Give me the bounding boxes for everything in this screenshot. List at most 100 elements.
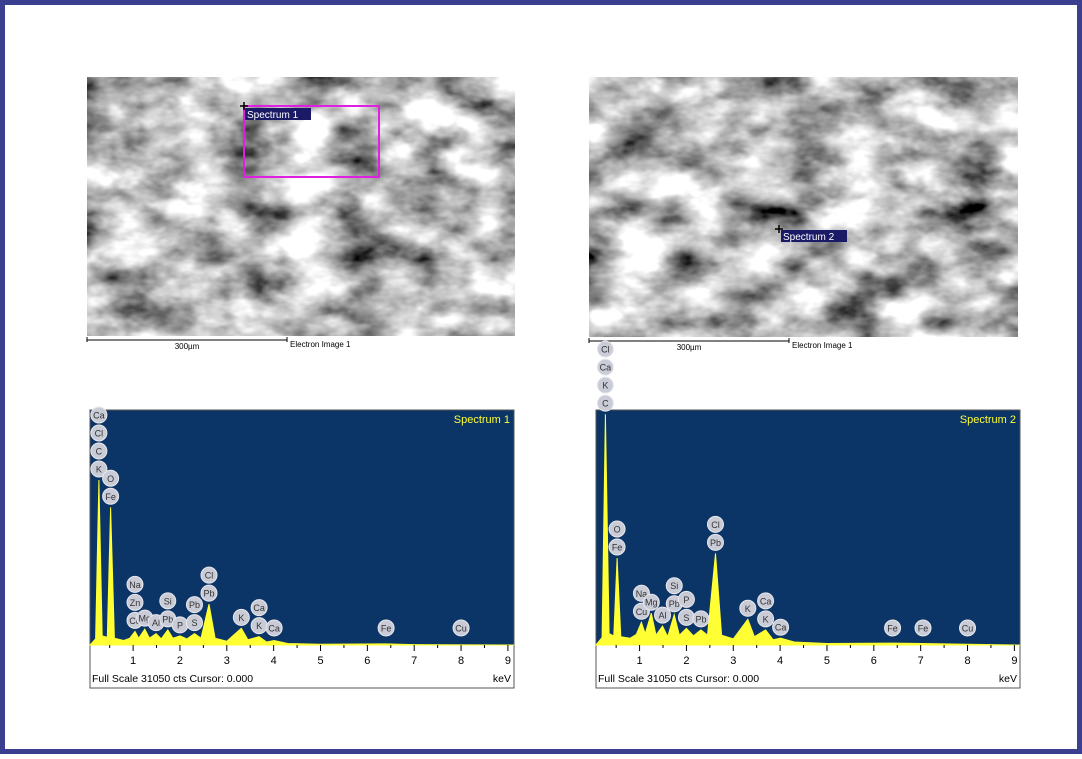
x-tick-label: 4 [777,655,783,667]
peak-label: P [683,595,689,605]
x-tick-label: 3 [730,655,736,667]
peak-label-bubble [959,619,977,637]
peak-label: Cu [129,616,141,626]
peak-label-bubble [739,599,757,617]
peak-label: C [602,399,609,409]
peak-label: Cl [601,345,610,355]
spectrum-line [594,414,1021,646]
x-axis-label: keV [999,673,1017,685]
peak-label-bubble [692,610,710,628]
peak-label-bubble [677,590,695,608]
peak-label-bubble [126,575,144,593]
peak-label-bubble [250,599,268,617]
peak-label-bubble [914,619,932,637]
peak-label: Na [636,589,648,599]
peak-label-bubble [757,610,775,628]
peak-label-bubble [596,376,614,394]
peak-label-bubble [126,593,144,611]
x-tick-label: 8 [458,655,464,667]
image-caption: Electron Image 1 [792,341,853,350]
marker-bg [781,230,847,242]
x-tick-label: 5 [824,655,830,667]
x-tick-label: 3 [224,655,230,667]
peak-label-bubble [608,538,626,556]
peak-label: Mg [139,614,152,624]
peak-label: Al [152,618,160,628]
peak-label: Ca [600,363,612,373]
peak-label-bubble [185,596,203,614]
peak-label: S [683,613,689,623]
peak-label-bubble [90,460,108,478]
peak-label-bubble [706,515,724,533]
peak-label-bubble [102,487,120,505]
peak-label-bubble [596,394,614,412]
plot-area [90,410,514,645]
footer: Full Scale 31050 cts Cursor: 0.000 [598,673,759,685]
peak-label: O [107,474,114,484]
peak-label: Ca [93,411,105,421]
peak-label: Fe [381,624,392,634]
scale-label: 300µm [175,342,200,351]
peak-label: Si [164,596,172,606]
peak-label: Pb [189,600,200,610]
peak-label-bubble [706,533,724,551]
peak-label: Cu [636,607,648,617]
peak-label: C [96,447,103,457]
peak-label-bubble [90,406,108,424]
peak-label-bubble [377,619,395,637]
peak-label: Cl [95,429,104,439]
peak-label: Ca [775,623,787,633]
peak-label-bubble [596,340,614,358]
spectrum-title: Spectrum 1 [454,414,510,426]
peak-label: S [191,618,197,628]
spectrum-title: Spectrum 2 [960,414,1016,426]
peak-label: Si [670,581,678,591]
x-tick-label: 8 [964,655,970,667]
peak-label: Fe [105,492,116,502]
peak-label: Fe [887,624,898,634]
peak-label-bubble [90,442,108,460]
x-axis-label: keV [493,673,511,685]
spectrum-line [88,479,515,646]
crosshair [240,102,248,110]
x-tick-label: 7 [411,655,417,667]
x-tick-label: 9 [505,655,511,667]
peak-label: K [745,604,751,614]
peak-label: Zn [130,598,141,608]
peak-label: Ca [760,596,772,606]
peak-label: O [614,524,621,534]
crosshair [775,225,783,233]
peak-label: Ca [253,603,265,613]
peak-label-bubble [185,614,203,632]
peak-label: P [177,620,183,630]
peak-label: Pb [669,599,680,609]
peak-label-bubble [665,577,683,595]
peak-label-bubble [265,619,283,637]
plot-frame [595,409,1021,689]
peak-label-bubble [596,358,614,376]
image-caption: Electron Image 1 [290,340,351,349]
peak-label-bubble [608,520,626,538]
peak-label: K [256,621,262,631]
peak-label: Pb [203,589,214,599]
peak-label: Pb [695,614,706,624]
peak-label: Al [659,611,667,621]
x-tick-label: 9 [1011,655,1017,667]
peak-label: Cu [455,624,467,634]
peak-label: Mg [645,598,658,608]
peak-label-bubble [642,593,660,611]
plot-frame [89,409,515,689]
spectrum-area [243,105,380,178]
x-tick-label: 2 [177,655,183,667]
x-tick-label: 5 [317,655,323,667]
marker-label: Spectrum 1 [247,110,299,121]
peak-label: Cl [711,520,720,530]
footer: Full Scale 31050 cts Cursor: 0.000 [92,673,253,685]
peak-label-bubble [772,618,790,636]
scale-bar [588,338,790,343]
x-tick-label: 6 [364,655,370,667]
x-tick-label: 1 [130,655,136,667]
peak-label: Fe [918,624,929,634]
peak-label: Fe [612,542,623,552]
